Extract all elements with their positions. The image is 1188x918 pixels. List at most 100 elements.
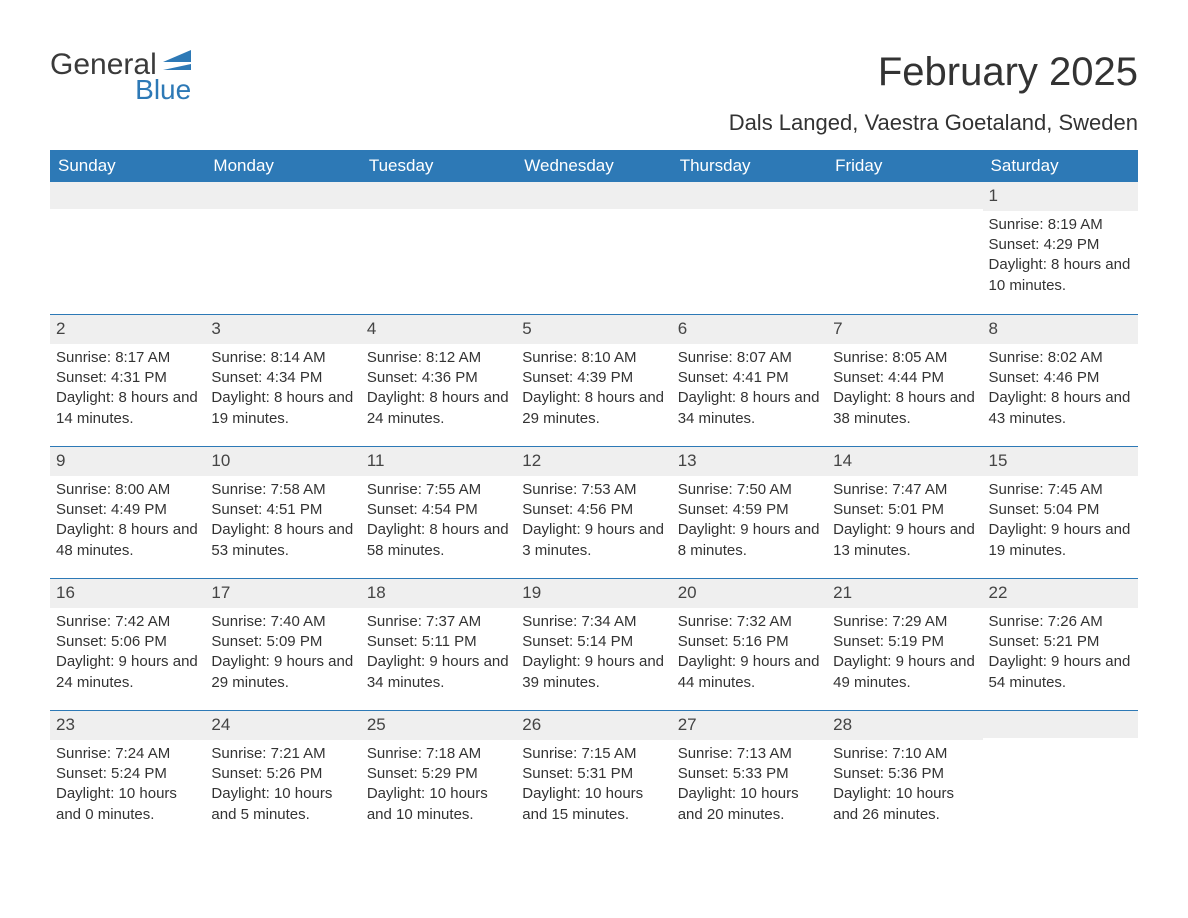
calendar-day: 9Sunrise: 8:00 AMSunset: 4:49 PMDaylight… bbox=[50, 447, 205, 578]
calendar-day: 15Sunrise: 7:45 AMSunset: 5:04 PMDayligh… bbox=[983, 447, 1138, 578]
sunset-text: Sunset: 5:36 PM bbox=[833, 764, 976, 784]
calendar-day bbox=[672, 182, 827, 314]
day-number: 7 bbox=[827, 315, 982, 344]
daylight-text: Daylight: 8 hours and 10 minutes. bbox=[989, 255, 1132, 296]
day-body: Sunrise: 7:21 AMSunset: 5:26 PMDaylight:… bbox=[211, 744, 354, 825]
sunrise-text: Sunrise: 7:21 AM bbox=[211, 744, 354, 764]
sunrise-text: Sunrise: 7:26 AM bbox=[989, 612, 1132, 632]
sunset-text: Sunset: 5:14 PM bbox=[522, 632, 665, 652]
sunrise-text: Sunrise: 7:18 AM bbox=[367, 744, 510, 764]
calendar-day bbox=[827, 182, 982, 314]
day-number: 24 bbox=[205, 711, 360, 740]
day-body: Sunrise: 8:05 AMSunset: 4:44 PMDaylight:… bbox=[833, 348, 976, 429]
calendar-day: 20 Sunrise: 7:32 AMSunset: 5:16 PMDayligh… bbox=[672, 579, 827, 710]
day-body: Sunrise: 7:34 AMSunset: 5:14 PMDaylight:… bbox=[522, 612, 665, 693]
daylight-text: Daylight: 9 hours and 34 minutes. bbox=[367, 652, 510, 693]
day-number: 2 bbox=[50, 315, 205, 344]
sunset-text: Sunset: 5:29 PM bbox=[367, 764, 510, 784]
calendar: Sunday Monday Tuesday Wednesday Thursday… bbox=[50, 150, 1138, 842]
daylight-text: Daylight: 10 hours and 26 minutes. bbox=[833, 784, 976, 825]
calendar-day: 28Sunrise: 7:10 AMSunset: 5:36 PMDayligh… bbox=[827, 711, 982, 842]
calendar-day: 19 Sunrise: 7:34 AMSunset: 5:14 PMDayligh… bbox=[516, 579, 671, 710]
sunset-text: Sunset: 5:04 PM bbox=[989, 500, 1132, 520]
day-number: 9 bbox=[50, 447, 205, 476]
sunrise-text: Sunrise: 8:05 AM bbox=[833, 348, 976, 368]
weekday-header: Monday bbox=[205, 150, 360, 182]
day-body: Sunrise: 7:47 AMSunset: 5:01 PMDaylight:… bbox=[833, 480, 976, 561]
weekday-header: Wednesday bbox=[516, 150, 671, 182]
sunset-text: Sunset: 4:36 PM bbox=[367, 368, 510, 388]
sunrise-text: Sunrise: 7:47 AM bbox=[833, 480, 976, 500]
day-number: 26 bbox=[516, 711, 671, 740]
sunrise-text: Sunrise: 8:14 AM bbox=[211, 348, 354, 368]
calendar-day: 25Sunrise: 7:18 AMSunset: 5:29 PMDayligh… bbox=[361, 711, 516, 842]
daylight-text: Daylight: 9 hours and 54 minutes. bbox=[989, 652, 1132, 693]
day-body: Sunrise: 7:15 AMSunset: 5:31 PMDaylight:… bbox=[522, 744, 665, 825]
day-number: 12 bbox=[516, 447, 671, 476]
weekday-header: Thursday bbox=[672, 150, 827, 182]
calendar-day: 18Sunrise: 7:37 AMSunset: 5:11 PMDayligh… bbox=[361, 579, 516, 710]
daylight-text: Daylight: 10 hours and 15 minutes. bbox=[522, 784, 665, 825]
daylight-text: Daylight: 10 hours and 0 minutes. bbox=[56, 784, 199, 825]
calendar-day: 26 Sunrise: 7:15 AMSunset: 5:31 PMDayligh… bbox=[516, 711, 671, 842]
sunrise-text: Sunrise: 7:10 AM bbox=[833, 744, 976, 764]
logo: General Blue bbox=[50, 50, 191, 104]
calendar-day: 5Sunrise: 8:10 AMSunset: 4:39 PMDaylight… bbox=[516, 315, 671, 446]
sunset-text: Sunset: 4:31 PM bbox=[56, 368, 199, 388]
day-body: Sunrise: 7:32 AMSunset: 5:16 PMDaylight:… bbox=[678, 612, 821, 693]
day-body: Sunrise: 7:45 AMSunset: 5:04 PMDaylight:… bbox=[989, 480, 1132, 561]
calendar-day: 13 Sunrise: 7:50 AMSunset: 4:59 PMDayligh… bbox=[672, 447, 827, 578]
calendar-day: 6Sunrise: 8:07 AMSunset: 4:41 PMDaylight… bbox=[672, 315, 827, 446]
sunrise-text: Sunrise: 7:29 AM bbox=[833, 612, 976, 632]
weekday-header: Friday bbox=[827, 150, 982, 182]
calendar-day: 11Sunrise: 7:55 AMSunset: 4:54 PMDayligh… bbox=[361, 447, 516, 578]
sunrise-text: Sunrise: 7:55 AM bbox=[367, 480, 510, 500]
day-body: Sunrise: 7:29 AMSunset: 5:19 PMDaylight:… bbox=[833, 612, 976, 693]
daylight-text: Daylight: 8 hours and 38 minutes. bbox=[833, 388, 976, 429]
weekday-header-row: Sunday Monday Tuesday Wednesday Thursday… bbox=[50, 150, 1138, 182]
day-body: Sunrise: 7:40 AMSunset: 5:09 PMDaylight:… bbox=[211, 612, 354, 693]
calendar-day: 16Sunrise: 7:42 AMSunset: 5:06 PMDayligh… bbox=[50, 579, 205, 710]
sunrise-text: Sunrise: 7:34 AM bbox=[522, 612, 665, 632]
weeks-container: 1Sunrise: 8:19 AMSunset: 4:29 PMDaylight… bbox=[50, 182, 1138, 842]
sunrise-text: Sunrise: 8:17 AM bbox=[56, 348, 199, 368]
day-body: Sunrise: 7:18 AMSunset: 5:29 PMDaylight:… bbox=[367, 744, 510, 825]
daylight-text: Daylight: 8 hours and 58 minutes. bbox=[367, 520, 510, 561]
day-body: Sunrise: 8:12 AMSunset: 4:36 PMDaylight:… bbox=[367, 348, 510, 429]
sunrise-text: Sunrise: 8:10 AM bbox=[522, 348, 665, 368]
calendar-day bbox=[361, 182, 516, 314]
calendar-week: 2Sunrise: 8:17 AMSunset: 4:31 PMDaylight… bbox=[50, 314, 1138, 446]
sunrise-text: Sunrise: 7:13 AM bbox=[678, 744, 821, 764]
day-body: Sunrise: 8:19 AMSunset: 4:29 PMDaylight:… bbox=[989, 215, 1132, 296]
sunrise-text: Sunrise: 8:12 AM bbox=[367, 348, 510, 368]
day-body: Sunrise: 7:50 AMSunset: 4:59 PMDaylight:… bbox=[678, 480, 821, 561]
sunset-text: Sunset: 5:09 PM bbox=[211, 632, 354, 652]
sunset-text: Sunset: 5:31 PM bbox=[522, 764, 665, 784]
day-number bbox=[361, 182, 516, 209]
day-number: 20 bbox=[672, 579, 827, 608]
sunset-text: Sunset: 4:39 PM bbox=[522, 368, 665, 388]
daylight-text: Daylight: 9 hours and 29 minutes. bbox=[211, 652, 354, 693]
day-number: 13 bbox=[672, 447, 827, 476]
sunset-text: Sunset: 4:49 PM bbox=[56, 500, 199, 520]
sunset-text: Sunset: 4:46 PM bbox=[989, 368, 1132, 388]
calendar-day: 4 Sunrise: 8:12 AMSunset: 4:36 PMDaylight… bbox=[361, 315, 516, 446]
daylight-text: Daylight: 8 hours and 14 minutes. bbox=[56, 388, 199, 429]
weekday-header: Sunday bbox=[50, 150, 205, 182]
daylight-text: Daylight: 9 hours and 8 minutes. bbox=[678, 520, 821, 561]
daylight-text: Daylight: 8 hours and 24 minutes. bbox=[367, 388, 510, 429]
calendar-day: 24 Sunrise: 7:21 AMSunset: 5:26 PMDayligh… bbox=[205, 711, 360, 842]
daylight-text: Daylight: 9 hours and 44 minutes. bbox=[678, 652, 821, 693]
calendar-week: 16Sunrise: 7:42 AMSunset: 5:06 PMDayligh… bbox=[50, 578, 1138, 710]
sunset-text: Sunset: 4:51 PM bbox=[211, 500, 354, 520]
sunrise-text: Sunrise: 7:45 AM bbox=[989, 480, 1132, 500]
day-number: 19 bbox=[516, 579, 671, 608]
sunrise-text: Sunrise: 7:40 AM bbox=[211, 612, 354, 632]
daylight-text: Daylight: 9 hours and 24 minutes. bbox=[56, 652, 199, 693]
calendar-week: 9Sunrise: 8:00 AMSunset: 4:49 PMDaylight… bbox=[50, 446, 1138, 578]
calendar-day: 10Sunrise: 7:58 AMSunset: 4:51 PMDayligh… bbox=[205, 447, 360, 578]
calendar-day: 3Sunrise: 8:14 AMSunset: 4:34 PMDaylight… bbox=[205, 315, 360, 446]
day-number: 4 bbox=[361, 315, 516, 344]
day-body: Sunrise: 7:13 AMSunset: 5:33 PMDaylight:… bbox=[678, 744, 821, 825]
calendar-day: 21Sunrise: 7:29 AMSunset: 5:19 PMDayligh… bbox=[827, 579, 982, 710]
